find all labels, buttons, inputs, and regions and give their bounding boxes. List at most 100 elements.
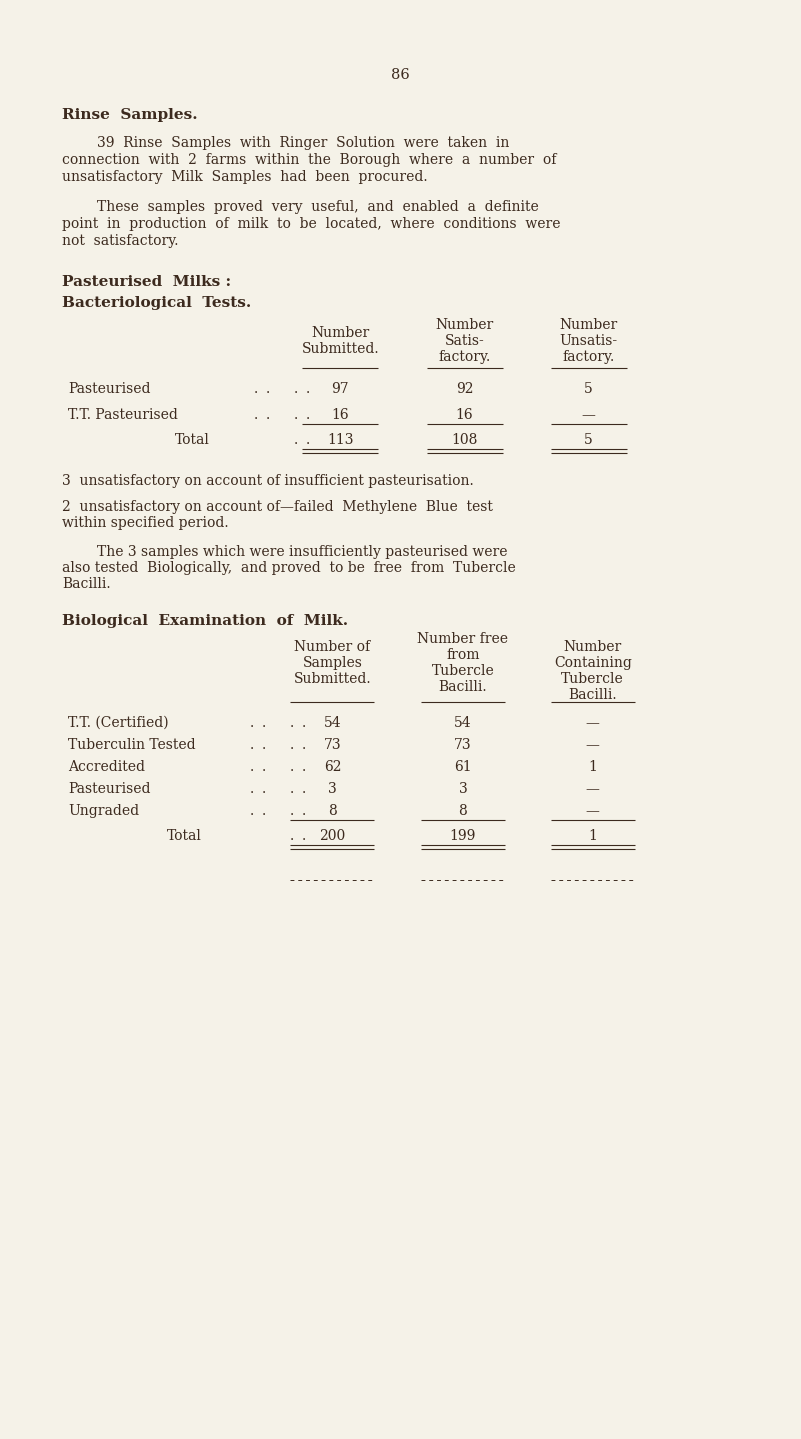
Text: 61: 61	[454, 760, 472, 774]
Text: .: .	[290, 781, 295, 796]
Text: 3  unsatisfactory on account of insufficient pasteurisation.: 3 unsatisfactory on account of insuffici…	[62, 473, 473, 488]
Text: Samples: Samples	[303, 656, 362, 671]
Text: Total: Total	[175, 433, 210, 448]
Text: —: —	[586, 781, 600, 796]
Text: 199: 199	[450, 829, 476, 843]
Text: .: .	[290, 760, 295, 774]
Text: .: .	[250, 804, 255, 817]
Text: Total: Total	[167, 829, 202, 843]
Text: .: .	[254, 409, 259, 422]
Text: Containing: Containing	[553, 656, 632, 671]
Text: Ungraded: Ungraded	[68, 804, 139, 817]
Text: 2  unsatisfactory on account of—failed  Methylene  Blue  test: 2 unsatisfactory on account of—failed Me…	[62, 499, 493, 514]
Text: Accredited: Accredited	[68, 760, 145, 774]
Text: Submitted.: Submitted.	[294, 672, 371, 686]
Text: 54: 54	[454, 717, 472, 730]
Text: 1: 1	[588, 829, 598, 843]
Text: Satis-: Satis-	[445, 334, 485, 348]
Text: .: .	[290, 738, 295, 753]
Text: .: .	[302, 804, 307, 817]
Text: from: from	[446, 648, 480, 662]
Text: .: .	[290, 829, 295, 843]
Text: Number: Number	[560, 318, 618, 332]
Text: 8: 8	[328, 804, 336, 817]
Text: 16: 16	[332, 409, 349, 422]
Text: 113: 113	[327, 433, 354, 448]
Text: .: .	[262, 760, 267, 774]
Text: 5: 5	[585, 381, 593, 396]
Text: .: .	[266, 381, 271, 396]
Text: Pasteurised: Pasteurised	[68, 381, 151, 396]
Text: 86: 86	[391, 68, 410, 82]
Text: .: .	[302, 760, 307, 774]
Text: Number free: Number free	[417, 632, 509, 646]
Text: T.T. Pasteurised: T.T. Pasteurised	[68, 409, 178, 422]
Text: Tubercle: Tubercle	[432, 663, 494, 678]
Text: 73: 73	[324, 738, 341, 753]
Text: .: .	[250, 738, 255, 753]
Text: Bacilli.: Bacilli.	[569, 688, 617, 702]
Text: .: .	[306, 381, 311, 396]
Text: .: .	[250, 717, 255, 730]
Text: Bacteriological  Tests.: Bacteriological Tests.	[62, 296, 252, 309]
Text: 73: 73	[454, 738, 472, 753]
Text: also tested  Biologically,  and proved  to be  free  from  Tubercle: also tested Biologically, and proved to …	[62, 561, 516, 576]
Text: .: .	[306, 409, 311, 422]
Text: .: .	[302, 829, 307, 843]
Text: 16: 16	[456, 409, 473, 422]
Text: .: .	[250, 781, 255, 796]
Text: factory.: factory.	[438, 350, 491, 364]
Text: 39  Rinse  Samples  with  Ringer  Solution  were  taken  in: 39 Rinse Samples with Ringer Solution we…	[62, 137, 509, 150]
Text: Submitted.: Submitted.	[302, 342, 379, 355]
Text: These  samples  proved  very  useful,  and  enabled  a  definite: These samples proved very useful, and en…	[62, 200, 539, 214]
Text: unsatisfactory  Milk  Samples  had  been  procured.: unsatisfactory Milk Samples had been pro…	[62, 170, 428, 184]
Text: Pasteurised  Milks :: Pasteurised Milks :	[62, 275, 231, 289]
Text: factory.: factory.	[562, 350, 615, 364]
Text: Unsatis-: Unsatis-	[560, 334, 618, 348]
Text: .: .	[302, 781, 307, 796]
Text: Tubercle: Tubercle	[562, 672, 624, 686]
Text: point  in  production  of  milk  to  be  located,  where  conditions  were: point in production of milk to be locate…	[62, 217, 561, 232]
Text: 97: 97	[332, 381, 349, 396]
Text: —: —	[586, 738, 600, 753]
Text: .: .	[266, 409, 271, 422]
Text: .: .	[262, 804, 267, 817]
Text: .: .	[294, 381, 299, 396]
Text: Pasteurised: Pasteurised	[68, 781, 151, 796]
Text: T.T. (Certified): T.T. (Certified)	[68, 717, 169, 730]
Text: .: .	[294, 409, 299, 422]
Text: Rinse  Samples.: Rinse Samples.	[62, 108, 198, 122]
Text: .: .	[294, 433, 299, 448]
Text: Bacilli.: Bacilli.	[439, 681, 487, 694]
Text: 3: 3	[328, 781, 336, 796]
Text: The 3 samples which were insufficiently pasteurised were: The 3 samples which were insufficiently …	[62, 545, 508, 558]
Text: .: .	[290, 804, 295, 817]
Text: .: .	[306, 433, 311, 448]
Text: Number of: Number of	[294, 640, 371, 653]
Text: 92: 92	[456, 381, 473, 396]
Text: .: .	[262, 717, 267, 730]
Text: 1: 1	[588, 760, 598, 774]
Text: Number: Number	[312, 327, 369, 340]
Text: .: .	[302, 717, 307, 730]
Text: 108: 108	[452, 433, 477, 448]
Text: Tuberculin Tested: Tuberculin Tested	[68, 738, 195, 753]
Text: 200: 200	[320, 829, 345, 843]
Text: Number: Number	[564, 640, 622, 653]
Text: not  satisfactory.: not satisfactory.	[62, 235, 179, 248]
Text: Biological  Examination  of  Milk.: Biological Examination of Milk.	[62, 614, 348, 627]
Text: Number: Number	[436, 318, 493, 332]
Text: .: .	[254, 381, 259, 396]
Text: Bacilli.: Bacilli.	[62, 577, 111, 591]
Text: —: —	[586, 804, 600, 817]
Text: —: —	[582, 409, 596, 422]
Text: .: .	[250, 760, 255, 774]
Text: 5: 5	[585, 433, 593, 448]
Text: .: .	[262, 781, 267, 796]
Text: .: .	[302, 738, 307, 753]
Text: 8: 8	[459, 804, 467, 817]
Text: .: .	[262, 738, 267, 753]
Text: —: —	[586, 717, 600, 730]
Text: 62: 62	[324, 760, 341, 774]
Text: .: .	[290, 717, 295, 730]
